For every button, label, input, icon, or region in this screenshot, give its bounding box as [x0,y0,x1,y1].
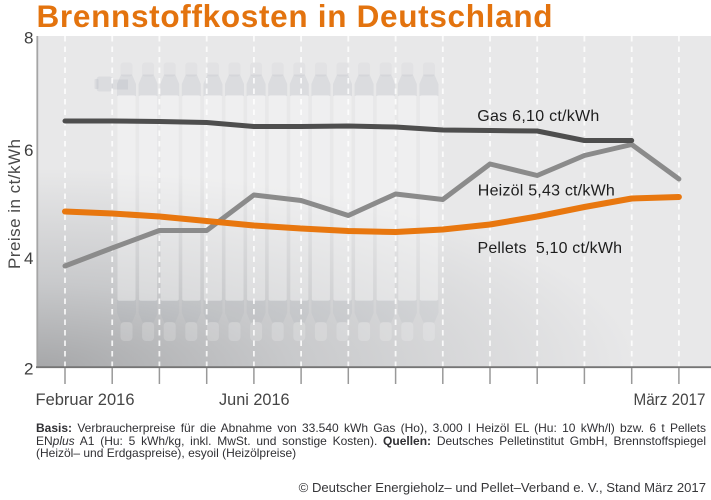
svg-text:2: 2 [24,360,33,379]
svg-text:Pellets 5,10 ct/kWh: Pellets 5,10 ct/kWh [478,240,623,257]
svg-text:Heizöl 5,43 ct/kWh: Heizöl 5,43 ct/kWh [478,183,615,200]
svg-text:März 2017: März 2017 [634,391,706,409]
svg-text:Gas 6,10 ct/kWh: Gas 6,10 ct/kWh [477,108,599,125]
svg-text:6: 6 [24,141,33,160]
svg-text:Brennstoffkosten in Deutschlan: Brennstoffkosten in Deutschland [37,0,553,34]
svg-text:Februar 2016: Februar 2016 [36,391,135,409]
svg-text:4: 4 [24,249,33,268]
svg-text:8: 8 [24,29,33,48]
svg-text:Juni 2016: Juni 2016 [219,391,290,409]
svg-text:Preise in ct/kWh: Preise in ct/kWh [5,139,24,269]
